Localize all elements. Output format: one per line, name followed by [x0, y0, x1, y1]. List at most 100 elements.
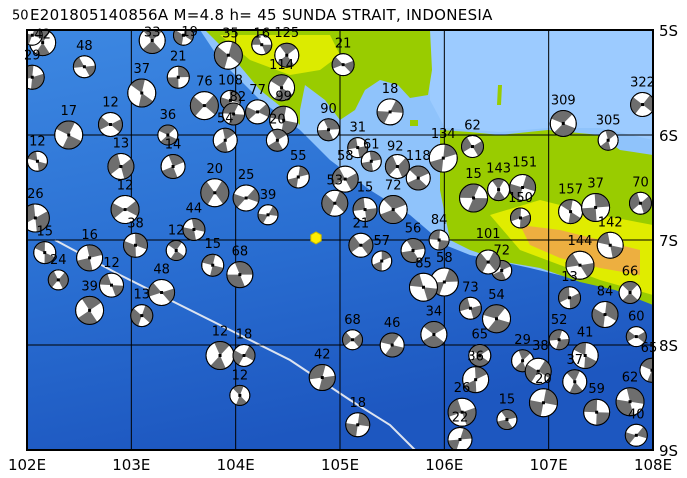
focal-mechanism-beachball[interactable] — [524, 357, 552, 385]
focal-mechanism-beachball[interactable] — [97, 112, 123, 137]
focal-mechanism-beachball[interactable] — [22, 25, 43, 46]
focal-mechanism-beachball[interactable] — [379, 332, 405, 358]
focal-mechanism-beachball[interactable] — [596, 231, 624, 259]
focal-mechanism-beachball[interactable] — [47, 269, 69, 291]
focal-mechanism-beachball[interactable] — [321, 189, 349, 217]
focal-mechanism-beachball[interactable] — [528, 388, 558, 418]
focal-mechanism-beachball[interactable] — [565, 250, 595, 280]
focal-mechanism-beachball[interactable] — [20, 64, 45, 90]
focal-mechanism-beachball[interactable] — [265, 128, 289, 152]
focal-mechanism-beachball[interactable] — [487, 178, 511, 202]
focal-mechanism-beachball[interactable] — [462, 366, 490, 394]
focal-mechanism-beachball[interactable] — [245, 99, 271, 125]
focal-mechanism-beachball[interactable] — [428, 143, 458, 173]
focal-mechanism-beachball[interactable] — [213, 40, 243, 70]
focal-mechanism-beachball[interactable] — [468, 344, 492, 367]
focal-mechanism-beachball[interactable] — [110, 195, 140, 225]
focal-mechanism-beachball[interactable] — [201, 253, 225, 277]
focal-mechanism-beachball[interactable] — [496, 409, 518, 431]
focal-mechanism-beachball[interactable] — [222, 102, 246, 126]
focal-mechanism-beachball[interactable] — [166, 65, 190, 89]
focal-mechanism-beachball[interactable] — [274, 42, 300, 68]
focal-mechanism-beachball[interactable] — [475, 249, 501, 275]
focal-mechanism-beachball[interactable] — [76, 244, 104, 272]
focal-mechanism-beachball[interactable] — [447, 427, 473, 452]
focal-mechanism-beachball[interactable] — [123, 232, 149, 258]
focal-mechanism-beachball[interactable] — [331, 53, 355, 77]
focal-mechanism-beachball[interactable] — [232, 344, 256, 367]
focal-mechanism-beachball[interactable] — [268, 74, 296, 102]
focal-mechanism-beachball[interactable] — [251, 34, 273, 56]
focal-mechanism-beachball[interactable] — [54, 120, 84, 150]
focal-mechanism-beachball[interactable] — [615, 387, 645, 417]
focal-mechanism-beachball[interactable] — [408, 272, 438, 302]
focal-mechanism-beachball[interactable] — [428, 229, 450, 251]
focal-mechanism-beachball[interactable] — [571, 342, 599, 369]
focal-mechanism-beachball[interactable] — [558, 199, 584, 225]
focal-mechanism-beachball[interactable] — [625, 326, 647, 348]
focal-mechanism-beachball[interactable] — [286, 165, 310, 189]
focal-mechanism-beachball[interactable] — [509, 207, 531, 229]
focal-mechanism-beachball[interactable] — [618, 281, 642, 304]
focal-mechanism-beachball[interactable] — [509, 174, 537, 201]
focal-mechanism-beachball[interactable] — [107, 153, 135, 180]
focal-mechanism-beachball[interactable] — [269, 105, 299, 135]
focal-mechanism-beachball[interactable] — [157, 124, 179, 146]
focal-mechanism-beachball[interactable] — [148, 279, 176, 306]
focal-mechanism-beachball[interactable] — [345, 412, 371, 438]
focal-mechanism-beachball[interactable] — [558, 286, 582, 310]
focal-mechanism-beachball[interactable] — [212, 127, 238, 153]
focal-mechanism-beachball[interactable] — [347, 137, 369, 159]
focal-mechanism-beachball[interactable] — [200, 178, 230, 208]
focal-mechanism-beachball[interactable] — [360, 150, 382, 172]
focal-mechanism-beachball[interactable] — [72, 55, 96, 79]
focal-mechanism-beachball[interactable] — [226, 261, 254, 289]
focal-mechanism-beachball[interactable] — [173, 25, 194, 46]
focal-mechanism-beachball[interactable] — [232, 184, 260, 212]
focal-mechanism-beachball[interactable] — [130, 304, 154, 328]
focal-mechanism-beachball[interactable] — [447, 397, 477, 427]
focal-mechanism-beachball[interactable] — [628, 191, 652, 215]
focal-mechanism-beachball[interactable] — [581, 192, 611, 222]
focal-mechanism-beachball[interactable] — [138, 27, 166, 54]
focal-mechanism-beachball[interactable] — [331, 165, 359, 193]
focal-mechanism-beachball[interactable] — [21, 203, 50, 233]
focal-mechanism-beachball[interactable] — [160, 154, 186, 179]
focal-mechanism-beachball[interactable] — [342, 329, 364, 351]
focal-mechanism-beachball[interactable] — [376, 98, 404, 126]
focal-mechanism-beachball[interactable] — [182, 218, 206, 241]
focal-mechanism-beachball[interactable] — [624, 423, 648, 447]
focal-mechanism-beachball[interactable] — [127, 78, 157, 108]
focal-mechanism-beachball[interactable] — [33, 241, 57, 265]
focal-mechanism-beachball[interactable] — [165, 240, 187, 261]
focal-mechanism-beachball[interactable] — [458, 296, 482, 320]
mainshock-marker[interactable] — [310, 231, 322, 245]
focal-mechanism-beachball[interactable] — [371, 250, 393, 272]
focal-mechanism-beachball[interactable] — [420, 321, 448, 348]
focal-mechanism-beachball[interactable] — [205, 341, 235, 370]
focal-mechanism-beachball[interactable] — [639, 357, 664, 383]
focal-mechanism-beachball[interactable] — [400, 238, 426, 263]
focal-mechanism-beachball[interactable] — [548, 329, 570, 351]
focal-mechanism-beachball[interactable] — [459, 183, 489, 213]
focal-mechanism-beachball[interactable] — [549, 109, 577, 137]
focal-mechanism-beachball[interactable] — [482, 304, 511, 334]
focal-mechanism-beachball[interactable] — [378, 195, 408, 225]
focal-mechanism-beachball[interactable] — [384, 154, 410, 179]
focal-mechanism-beachball[interactable] — [27, 150, 48, 172]
focal-mechanism-beachball[interactable] — [317, 118, 341, 142]
focal-mechanism-beachball[interactable] — [348, 232, 374, 258]
focal-mechanism-beachball[interactable] — [99, 272, 125, 298]
focal-mechanism-beachball[interactable] — [405, 165, 431, 191]
focal-mechanism-beachball[interactable] — [583, 398, 611, 426]
focal-mechanism-beachball[interactable] — [308, 364, 336, 392]
focal-mechanism-beachball[interactable] — [630, 92, 655, 118]
focal-mechanism-beachball[interactable] — [461, 135, 485, 159]
focal-mechanism-beachball[interactable] — [257, 204, 279, 226]
focal-mechanism-beachball[interactable] — [591, 301, 619, 329]
focal-mechanism-beachball[interactable] — [75, 295, 105, 325]
focal-mechanism-beachball[interactable] — [352, 197, 378, 223]
focal-mechanism-beachball[interactable] — [189, 91, 219, 121]
focal-mechanism-beachball[interactable] — [562, 369, 588, 395]
focal-mechanism-beachball[interactable] — [229, 384, 251, 406]
